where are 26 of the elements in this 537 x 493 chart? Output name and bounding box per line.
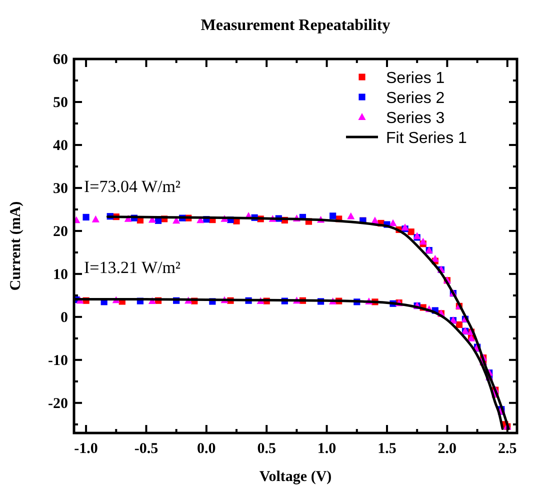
x-tick-label: -1.0 [74,441,98,457]
x-tick-label: 1.0 [317,441,336,457]
legend-label: Series 2 [386,90,445,107]
y-tick-label: 30 [53,180,68,197]
x-tick-label: 0.0 [197,441,216,457]
y-tick-label: -10 [48,352,68,369]
y-tick-label: -20 [48,396,68,412]
y-tick-label: 20 [53,224,68,240]
y-tick-label: 10 [53,266,68,283]
y-tick-label: 50 [53,94,68,111]
annotation: I=73.04 W/m² [84,177,181,196]
y-tick-label: 60 [53,52,68,68]
x-tick-label: 0.5 [257,441,276,457]
x-tick-label: 1.5 [378,441,396,457]
y-tick-label: 0 [60,310,68,326]
x-axis-title: Voltage (V) [259,469,332,485]
chart-title: Measurement Repeatability [200,17,390,34]
y-axis-title: Current (mA) [8,201,24,291]
legend-label: Series 3 [386,110,445,127]
x-tick-label: 2.0 [438,441,457,457]
x-tick-label: 2.5 [498,441,517,457]
annotation: I=13.21 W/m² [84,258,181,277]
y-tick-label: 40 [53,138,68,154]
legend-label: Series 1 [386,70,445,87]
legend-label: Fit Series 1 [386,130,468,147]
x-tick-label: -0.5 [134,441,158,457]
